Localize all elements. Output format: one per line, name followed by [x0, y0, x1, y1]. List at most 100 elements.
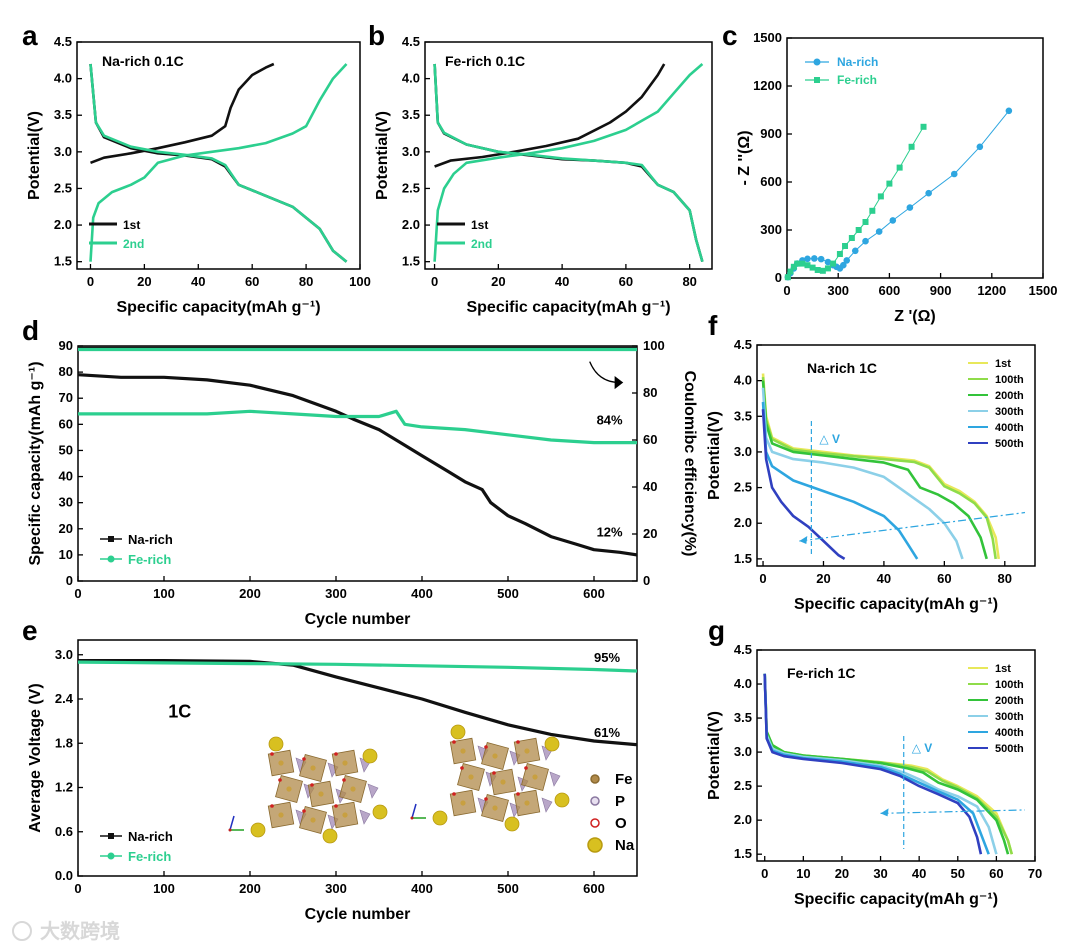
- data-point: [869, 207, 876, 214]
- panel-label-a: a: [22, 20, 38, 51]
- x-tick-label: 200: [239, 586, 261, 601]
- data-point: [799, 260, 806, 267]
- fe-atom: [278, 812, 284, 818]
- fe-atom: [318, 791, 324, 797]
- na-atom: [372, 804, 388, 820]
- panel-b: 0 20 40 60 80 1.5 2.0 2.5 3.0 3.5 4.0 4.5 Specific c…: [374, 34, 713, 316]
- po4-tetrahedron: [367, 783, 379, 799]
- y-tick-label: 4.5: [734, 337, 752, 352]
- fe-atom: [310, 817, 316, 823]
- data-point: [851, 247, 859, 255]
- legend-marker: [814, 77, 820, 83]
- fe-atom: [532, 774, 538, 780]
- x-tick-label: 600: [879, 283, 901, 298]
- data-point: [830, 260, 837, 267]
- data-point: [817, 255, 825, 263]
- y-tick-label: 2.5: [734, 480, 752, 495]
- y-tick-label: 90: [59, 338, 73, 353]
- x-axis-label: Specific capacity(mAh g⁻¹): [794, 891, 998, 908]
- o-atom: [302, 757, 306, 761]
- plot-frame: [77, 345, 638, 582]
- y-tick-label: 0.0: [55, 868, 73, 883]
- element-legend-label: O: [615, 815, 627, 832]
- o-atom: [342, 778, 346, 782]
- axis-glyph: [411, 803, 417, 819]
- legend-label: 400th: [995, 422, 1024, 434]
- y-tick-label: 20: [59, 521, 73, 536]
- x-axis-label: Z '(Ω): [894, 308, 936, 325]
- legend-label: Fe-rich: [837, 73, 877, 87]
- y-axis-label: Specific capacity(mAh g⁻¹): [27, 361, 44, 565]
- y-tick-label: 70: [59, 390, 73, 405]
- data-point: [804, 262, 811, 269]
- y-tick-label: 4.5: [734, 642, 752, 657]
- plot-title: Na-rich 1C: [807, 360, 877, 376]
- legend-label: Fe-rich: [128, 849, 171, 864]
- x-tick-label: 80: [998, 571, 1012, 586]
- data-point: [906, 204, 914, 211]
- legend-marker: [107, 555, 115, 563]
- na-atom: [362, 748, 378, 764]
- y-axis-label: Potential(V): [706, 411, 723, 500]
- data-point: [794, 260, 801, 267]
- y-tick-label: 600: [760, 174, 782, 189]
- y-tick-label: 1500: [753, 30, 782, 45]
- delta-v-label: △ V: [819, 432, 840, 446]
- legend-label: 400th: [995, 727, 1024, 739]
- x-tick-label: 40: [912, 866, 926, 881]
- legend-label: 1st: [995, 663, 1011, 675]
- y-axis-label: Potential(V): [26, 111, 43, 200]
- annotation-fe-voltage: 95%: [594, 650, 620, 665]
- annotation-fe-retention: 84%: [597, 412, 623, 427]
- data-point: [920, 123, 927, 130]
- y-tick-label: 4.0: [54, 71, 72, 86]
- fe-atom: [468, 774, 474, 780]
- legend-marker: [813, 58, 821, 66]
- x-tick-label: 0: [87, 274, 94, 289]
- x-tick-label: 900: [930, 283, 952, 298]
- x-tick-label: 30: [873, 866, 887, 881]
- legend-label: 200th: [995, 390, 1024, 402]
- element-legend-label: Fe: [615, 771, 633, 788]
- po4-tetrahedron: [359, 809, 371, 825]
- data-point: [787, 268, 794, 275]
- o-atom: [452, 740, 456, 744]
- x-tick-label: 20: [137, 274, 151, 289]
- trend-arrow: [880, 809, 1026, 814]
- data-point: [784, 274, 791, 281]
- y-axis-label: Potential(V): [374, 111, 391, 200]
- x-tick-label: 600: [583, 586, 605, 601]
- y-tick-label: 4.5: [402, 34, 420, 49]
- data-point: [840, 261, 847, 269]
- na-atom: [450, 724, 466, 740]
- series-line-400th: [763, 673, 990, 855]
- o-atom: [270, 752, 274, 756]
- y-tick-label: 3.5: [734, 408, 752, 423]
- panel-d: 0 100 200 300 400 500 6000102030405060708090Cy…: [27, 338, 698, 628]
- panel-label-g: g: [708, 615, 725, 646]
- data-point: [862, 219, 869, 225]
- panel-label-b: b: [368, 20, 385, 51]
- ce-arrow-head: [614, 376, 624, 390]
- series-line-100th: [761, 377, 997, 560]
- element-legend-marker: [590, 818, 600, 828]
- legend-label: 300th: [995, 406, 1024, 418]
- element-legend-label: P: [615, 793, 625, 810]
- fe-atom: [492, 805, 498, 811]
- y2-tick-label: 60: [643, 432, 657, 447]
- legend-label: 200th: [995, 695, 1024, 707]
- y-tick-label: 3.0: [734, 444, 752, 459]
- data-point: [875, 228, 883, 235]
- series-line-fe-rich: [78, 409, 637, 445]
- y2-axis-label: Coulomibc efficiency(%): [681, 371, 698, 557]
- data-point: [950, 170, 958, 178]
- y-tick-label: 3.5: [734, 710, 752, 725]
- y-tick-label: 2.4: [55, 691, 74, 706]
- y-tick-label: 3.0: [55, 647, 73, 662]
- series-line-1st: [90, 62, 275, 165]
- y-tick-label: 4.0: [734, 373, 752, 388]
- x-axis-label: Cycle number: [305, 611, 411, 628]
- x-tick-label: 80: [299, 274, 313, 289]
- series-line-2nd: [433, 63, 704, 263]
- fe-atom: [342, 760, 348, 766]
